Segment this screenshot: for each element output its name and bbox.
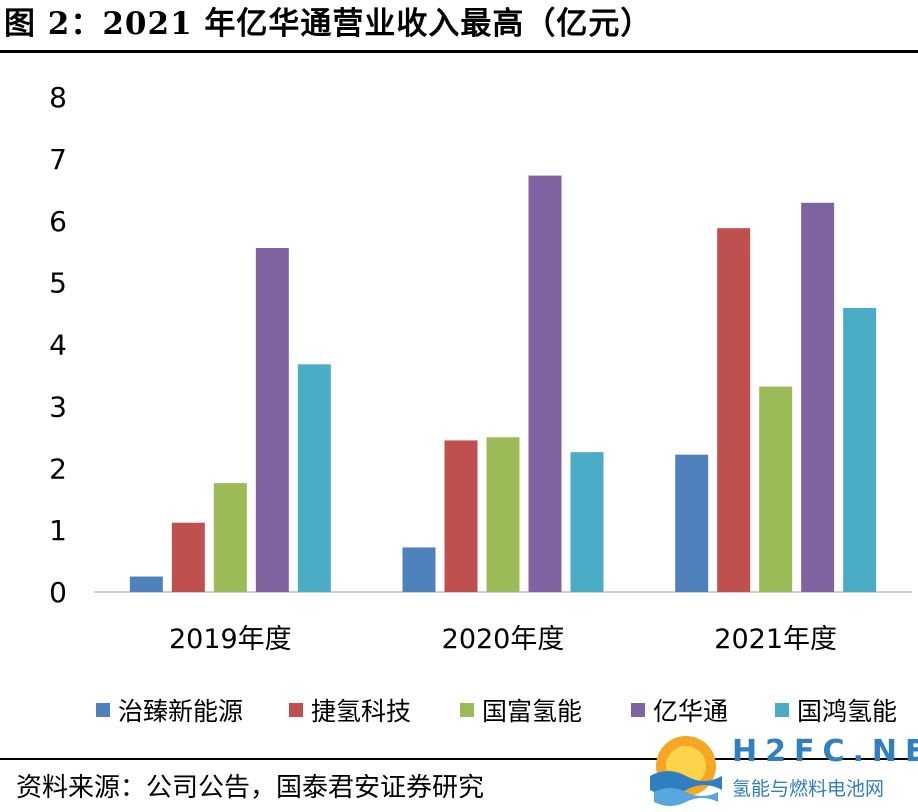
watermark-subtitle: 氢能与燃料电池网 — [732, 778, 885, 800]
bar — [675, 454, 709, 592]
y-tick-label: 5 — [49, 267, 67, 300]
bar — [297, 364, 331, 592]
bar — [486, 437, 520, 592]
bar — [129, 576, 163, 592]
bar — [171, 522, 205, 592]
legend-label: 亿华通 — [653, 697, 728, 726]
source-rule — [0, 758, 918, 760]
y-tick-label: 3 — [49, 390, 67, 423]
watermark-brand: H2FC.NET — [732, 734, 918, 769]
y-tick-label: 6 — [49, 205, 67, 238]
bar — [759, 386, 793, 592]
bar — [717, 228, 751, 593]
x-category-label: 2020年度 — [442, 624, 565, 655]
bar — [444, 440, 478, 592]
y-tick-label: 8 — [49, 81, 67, 114]
bar — [801, 202, 835, 592]
watermark: H2FC.NET 氢能与燃料电池网 — [640, 722, 918, 812]
legend-swatch — [775, 703, 789, 717]
title-rule — [0, 50, 918, 53]
legend-swatch — [289, 703, 303, 717]
source-note: 资料来源：公司公告，国泰君安证券研究 — [16, 773, 485, 803]
legend-swatch — [96, 703, 110, 717]
y-tick-label: 1 — [49, 514, 67, 547]
figure-title: 图 2：2021 年亿华通营业收入最高（亿元） — [4, 6, 653, 42]
legend-label: 国富氢能 — [482, 697, 582, 726]
legend-label: 治臻新能源 — [118, 697, 243, 726]
bar — [213, 483, 247, 592]
y-tick-label: 0 — [49, 576, 67, 609]
h2fc-logo-icon — [650, 736, 722, 806]
bar — [402, 547, 436, 592]
legend-label: 捷氢科技 — [311, 697, 411, 726]
x-category-label: 2021年度 — [714, 624, 837, 655]
legend-swatch — [460, 703, 474, 717]
x-category-label: 2019年度 — [169, 624, 292, 655]
bar — [570, 452, 604, 592]
bar — [255, 247, 289, 592]
legend-label: 国鸿氢能 — [797, 697, 897, 726]
y-tick-label: 7 — [49, 143, 67, 176]
bar — [528, 175, 562, 593]
y-tick-label: 4 — [49, 329, 67, 362]
legend-swatch — [631, 703, 645, 717]
y-tick-label: 2 — [49, 452, 67, 485]
bar — [843, 307, 877, 592]
